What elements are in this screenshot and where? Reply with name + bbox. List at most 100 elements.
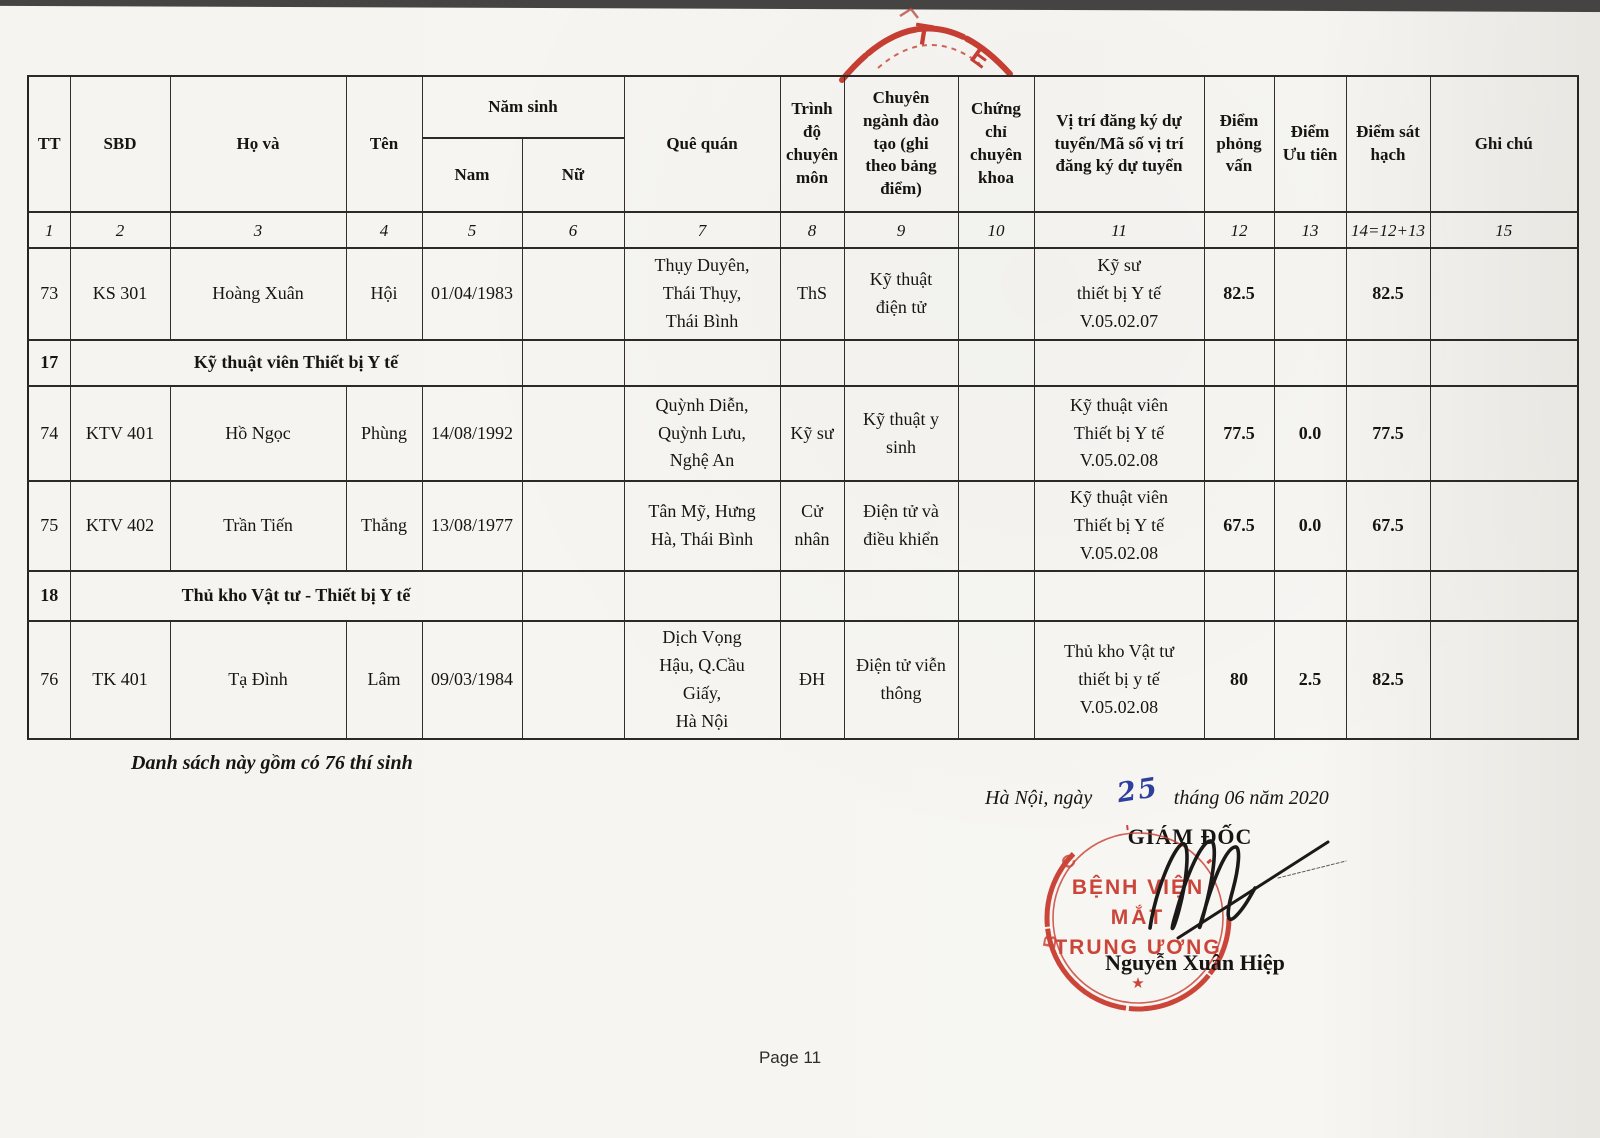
cell-ho: Hoàng Xuân [169,247,347,341]
cell-ho: Trần Tiến [169,480,347,572]
table-row-75: 75 KTV 402 Trần Tiến Thắng 13/08/1977 Tâ… [27,480,1579,572]
cell-diem-sat-hach: 77.5 [1345,385,1431,482]
cell-diem-uu-tien: 0.0 [1273,480,1347,572]
cell-ghi-chu [1429,247,1579,341]
partial-circular-stamp-top: T E [839,7,1013,83]
cell-vi-tri: Kỹ thuật viên Thiết bị Y tế V.05.02.08 [1033,385,1205,482]
col-header-sbd: SBD [69,75,171,213]
cell-nam: 01/04/1983 [421,247,523,341]
empty-cell [1033,339,1205,387]
empty-cell [521,569,625,622]
cell-diem-phong-van: 80 [1203,619,1275,740]
cell-trinh-do: Kỹ sư [779,385,845,482]
col-header-diem-uu-tien: Điểm Ưu tiên [1273,75,1347,213]
table-row-73: 73 KS 301 Hoàng Xuân Hội 01/04/1983 Thụy… [27,247,1579,341]
stamp-line-3: TRUNG ƯƠNG [1054,936,1221,959]
cell-chung-chi [957,480,1035,572]
cell-chung-chi [957,247,1035,341]
section-number: 18 [27,569,71,622]
cell-sbd: KTV 401 [69,385,171,482]
cell-chuyen-nganh: Điện tử và điều khiển [843,480,959,572]
col-number: 10 [957,211,1035,249]
cell-sbd: KTV 402 [69,480,171,572]
handwritten-day: 25 [1115,772,1162,810]
cell-tt: 75 [27,480,71,572]
cell-vi-tri: Kỹ thuật viên Thiết bị Y tế V.05.02.08 [1033,480,1205,572]
empty-cell [1203,339,1275,387]
col-number: 2 [69,211,171,249]
col-header-vi-tri: Vị trí đăng ký dự tuyển/Mã số vị trí đăn… [1033,75,1205,213]
col-number: 4 [345,211,423,249]
col-number: 11 [1033,211,1205,249]
empty-cell [843,569,959,622]
cell-diem-phong-van: 77.5 [1203,385,1275,482]
cell-ho: Hồ Ngọc [169,385,347,482]
cell-que-quan: Tân Mỹ, Hưng Hà, Thái Bình [623,480,781,572]
cell-chung-chi [957,619,1035,740]
table-row-74: 74 KTV 401 Hồ Ngọc Phùng 14/08/1992 Quỳn… [27,385,1579,482]
cell-diem-uu-tien: 2.5 [1273,619,1347,740]
empty-cell [779,569,845,622]
empty-cell [623,569,781,622]
cell-ho: Tạ Đình [169,619,347,740]
cell-diem-sat-hach: 67.5 [1345,480,1431,572]
cell-nu [521,247,625,341]
cell-diem-sat-hach: 82.5 [1345,247,1431,341]
col-header-diem-sat-hach: Điểm sát hạch [1345,75,1431,213]
empty-cell [1345,339,1431,387]
cell-trinh-do: ThS [779,247,845,341]
section-number: 17 [27,339,71,387]
cell-ghi-chu [1429,385,1579,482]
section-row-17: 17 Kỹ thuật viên Thiết bị Y tế [27,339,1579,387]
hospital-round-stamp: C B BỆNH VIỆN MẮT TRUNG ƯƠNG ★ [1039,824,1232,1012]
cell-tt: 74 [27,385,71,482]
cell-diem-sat-hach: 82.5 [1345,619,1431,740]
cell-nu [521,619,625,740]
cell-chuyen-nganh: Kỹ thuật điện tử [843,247,959,341]
cell-que-quan: Dịch Vọng Hậu, Q.Cầu Giấy, Hà Nội [623,619,781,740]
col-header-nam-sinh: Năm sinh [421,75,625,139]
empty-cell [1429,339,1579,387]
cell-sbd: TK 401 [69,619,171,740]
empty-cell [521,339,625,387]
cell-diem-uu-tien [1273,247,1347,341]
cell-tt: 73 [27,247,71,341]
empty-cell [623,339,781,387]
signer-name: Nguyễn Xuân Hiệp [1105,950,1285,975]
col-number: 14=12+13 [1345,211,1431,249]
col-number: 8 [779,211,845,249]
col-header-ghi-chu: Ghi chú [1429,75,1579,213]
cell-chuyen-nganh: Kỹ thuật y sinh [843,385,959,482]
cell-trinh-do: Cử nhân [779,480,845,572]
cell-vi-tri: Thủ kho Vật tư thiết bị y tế V.05.02.08 [1033,619,1205,740]
top-stamp-letter-t: T [912,17,935,52]
cell-nam: 14/08/1992 [421,385,523,482]
cell-nam: 13/08/1977 [421,480,523,572]
col-number: 13 [1273,211,1347,249]
col-header-diem-phong-van: Điểm phỏng vấn [1203,75,1275,213]
date-prefix: Hà Nội, ngày [985,787,1093,809]
cell-nu [521,480,625,572]
cell-que-quan: Quỳnh Diễn, Quỳnh Lưu, Nghệ An [623,385,781,482]
col-header-chuyen-nganh: Chuyên ngành đào tạo (ghi theo bảng điểm… [843,75,959,213]
col-header-tt: TT [27,75,71,213]
col-number: 7 [623,211,781,249]
empty-cell [1345,569,1431,622]
cell-ten: Thắng [345,480,423,572]
col-number: 3 [169,211,347,249]
section-title: Thủ kho Vật tư - Thiết bị Y tế [69,569,523,622]
cell-que-quan: Thụy Duyên, Thái Thụy, Thái Bình [623,247,781,341]
col-header-trinh-do: Trình độ chuyên môn [779,75,845,213]
col-number: 12 [1203,211,1275,249]
cell-trinh-do: ĐH [779,619,845,740]
signer-title: GIÁM ĐỐC [1127,824,1253,849]
cell-sbd: KS 301 [69,247,171,341]
cell-ghi-chu [1429,619,1579,740]
empty-cell [1033,569,1205,622]
candidate-count-summary: Danh sách này gồm có 76 thí sinh [131,752,413,774]
empty-cell [1273,339,1347,387]
col-header-ho-va: Họ và [169,75,347,213]
empty-cell [957,339,1035,387]
date-suffix: tháng 06 năm 2020 [1173,787,1329,809]
